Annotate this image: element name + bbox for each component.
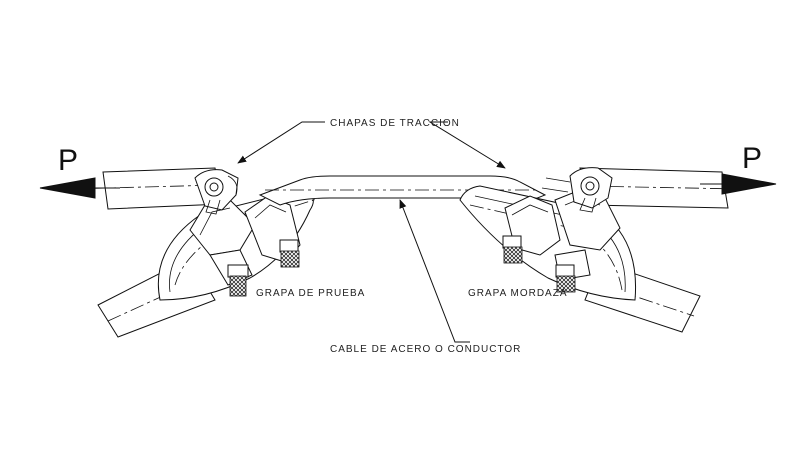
grapa-prueba-label: GRAPA DE PRUEBA xyxy=(256,288,365,299)
cable-label: CABLE DE ACERO O CONDUCTOR xyxy=(330,344,521,355)
left-bolt-1 xyxy=(227,264,249,297)
grapa-mordaza-label: GRAPA MORDAZA xyxy=(468,288,568,299)
right-force-arrow xyxy=(700,173,777,195)
chapas-label: CHAPAS DE TRACCION xyxy=(330,118,460,129)
right-force-label: P xyxy=(742,142,762,175)
left-clamp-body xyxy=(157,189,321,301)
cable-leader xyxy=(399,199,470,343)
right-clamp-body xyxy=(459,185,637,301)
right-traction-plate xyxy=(541,167,613,213)
right-bolt-2 xyxy=(555,264,576,293)
left-force-arrow xyxy=(39,177,120,199)
chapas-leader xyxy=(237,121,506,169)
left-force-label: P xyxy=(58,144,78,177)
right-bolt-1 xyxy=(502,235,523,264)
left-bolt-2 xyxy=(279,239,300,268)
left-traction-plate xyxy=(194,169,239,215)
